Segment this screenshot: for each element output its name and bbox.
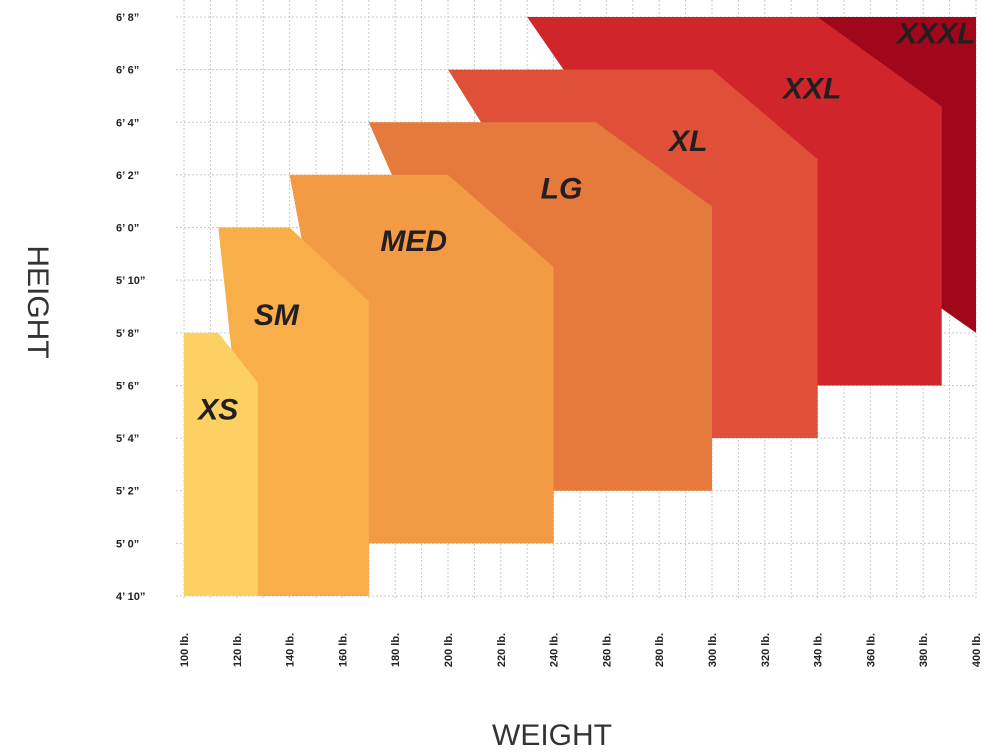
y-tick-label: 5’ 10”	[116, 275, 145, 287]
size-label-xxl: XXL	[781, 73, 841, 106]
x-axis-title: WEIGHT	[492, 719, 612, 752]
x-tick-label: 240 lb.	[549, 633, 561, 667]
x-tick-label: 120 lb.	[232, 633, 244, 667]
x-tick-label: 400 lb.	[971, 633, 983, 667]
x-tick-label: 360 lb.	[865, 633, 877, 667]
y-tick-label: 6’ 6”	[116, 65, 139, 77]
y-tick-label: 4’ 10”	[116, 591, 145, 603]
size-label-xs: XS	[196, 394, 238, 427]
x-tick-label: 220 lb.	[496, 633, 508, 667]
x-tick-label: 200 lb.	[443, 633, 455, 667]
size-label-sm: SM	[254, 299, 300, 332]
x-tick-label: 340 lb.	[813, 633, 825, 667]
x-tick-label: 260 lb.	[601, 633, 613, 667]
y-tick-label: 6’ 4”	[116, 117, 139, 129]
y-tick-label: 5’ 8”	[116, 328, 139, 340]
size-label-xl: XL	[667, 125, 707, 158]
size-label-xxxl: XXXL	[895, 17, 975, 50]
x-tick-label: 180 lb.	[390, 633, 402, 667]
x-tick-label: 160 lb.	[337, 633, 349, 667]
x-tick-label: 100 lb.	[179, 633, 191, 667]
y-tick-labels: 4’ 10” 5’ 0” 5’ 2” 5’ 4” 5’ 6” 5’ 8” 5’ 10” 6’ …	[116, 12, 145, 603]
x-tick-label: 140 lb.	[285, 633, 297, 667]
x-tick-label: 320 lb.	[760, 633, 772, 667]
y-tick-label: 5’ 6”	[116, 380, 139, 392]
size-label-med: MED	[380, 225, 447, 258]
y-tick-label: 6’ 2”	[116, 170, 139, 182]
x-tick-label: 380 lb.	[918, 633, 930, 667]
y-axis-title: HEIGHT	[21, 245, 54, 358]
x-tick-label: 280 lb.	[654, 633, 666, 667]
size-region-xs	[184, 333, 258, 596]
size-label-lg: LG	[541, 173, 583, 206]
y-tick-label: 5’ 2”	[116, 486, 139, 498]
x-tick-labels: 100 lb. 120 lb. 140 lb. 160 lb. 180 lb. 200 l…	[179, 633, 983, 667]
y-tick-label: 5’ 0”	[116, 538, 139, 550]
x-tick-label: 300 lb.	[707, 633, 719, 667]
y-tick-label: 5’ 4”	[116, 433, 139, 445]
y-tick-label: 6’ 8”	[116, 12, 139, 24]
y-tick-label: 6’ 0”	[116, 223, 139, 235]
